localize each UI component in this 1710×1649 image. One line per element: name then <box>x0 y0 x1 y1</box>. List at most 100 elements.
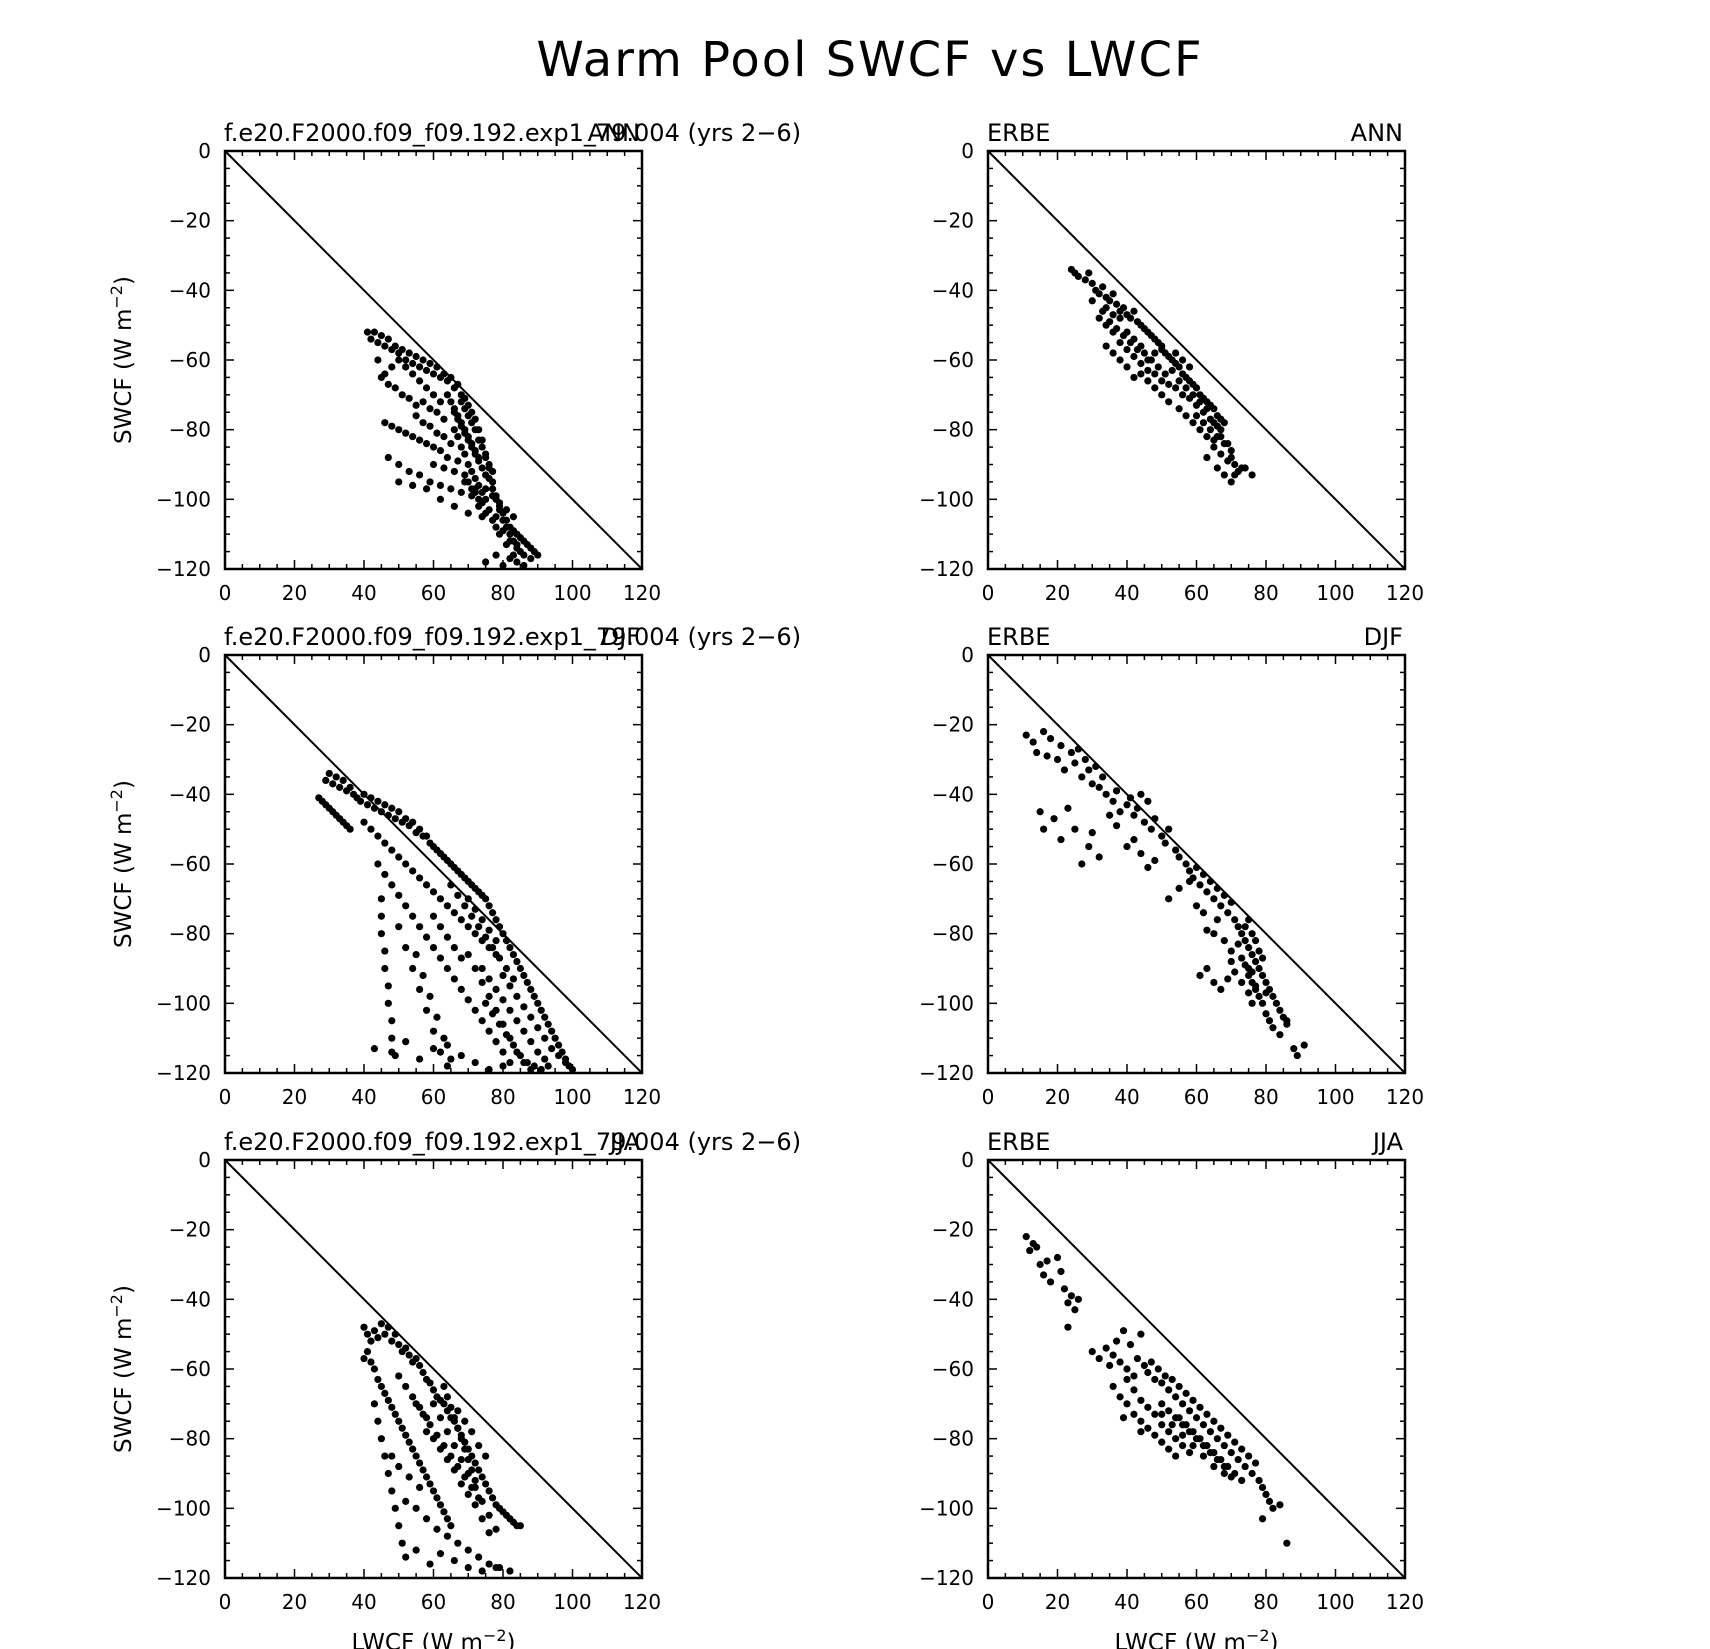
data-point <box>502 506 511 514</box>
data-point <box>1199 1452 1208 1460</box>
data-point <box>1210 1417 1218 1425</box>
data-point <box>478 1567 486 1575</box>
data-point <box>450 1442 458 1450</box>
data-point <box>1102 304 1110 312</box>
data-point <box>429 1045 438 1053</box>
data-point <box>485 1511 493 1519</box>
data-point <box>457 419 465 427</box>
data-point <box>412 401 420 409</box>
data-point <box>1081 755 1089 764</box>
data-point <box>1057 836 1065 844</box>
y-tick-label: −20 <box>932 713 974 737</box>
data-point <box>495 506 504 514</box>
data-point <box>1217 902 1225 910</box>
data-point <box>395 1341 403 1349</box>
data-point <box>1112 300 1121 308</box>
data-point <box>405 1438 413 1446</box>
data-point <box>1220 1442 1228 1450</box>
data-point <box>1265 1017 1274 1025</box>
data-point <box>1085 766 1093 774</box>
data-point <box>1182 384 1190 392</box>
data-point <box>1071 825 1079 833</box>
data-point <box>1251 982 1260 990</box>
data-point <box>520 551 528 559</box>
data-point <box>419 971 427 980</box>
data-point <box>447 440 455 448</box>
data-point <box>1217 1424 1225 1432</box>
data-point <box>534 1048 542 1056</box>
data-point <box>1137 342 1145 350</box>
data-point <box>1199 419 1208 427</box>
data-point <box>429 944 438 952</box>
data-point <box>471 1459 479 1467</box>
data-point <box>468 912 476 920</box>
data-point <box>527 554 535 563</box>
data-point <box>416 874 424 882</box>
data-point <box>1293 1051 1301 1060</box>
data-point <box>461 450 469 458</box>
data-point <box>485 1487 493 1495</box>
data-point <box>461 478 469 486</box>
data-point <box>1217 433 1225 441</box>
data-point <box>1165 1428 1173 1436</box>
data-point <box>506 530 514 538</box>
data-point <box>471 474 479 483</box>
data-point <box>464 923 472 931</box>
data-point <box>1217 426 1225 434</box>
data-point <box>492 1038 500 1046</box>
data-point <box>1203 888 1211 896</box>
data-point <box>367 794 375 802</box>
data-point <box>405 349 413 357</box>
data-point <box>1224 909 1232 917</box>
data-point <box>443 933 451 941</box>
data-point <box>461 1417 469 1425</box>
data-point <box>440 1508 448 1516</box>
data-point <box>1179 1431 1187 1439</box>
data-point <box>1057 741 1065 750</box>
data-point <box>1189 419 1197 427</box>
data-point <box>1248 950 1256 959</box>
data-point <box>1210 1462 1218 1471</box>
data-point <box>416 471 424 479</box>
panel-right-label: DJF <box>601 623 640 651</box>
data-point <box>461 426 469 434</box>
data-point <box>416 1403 424 1411</box>
y-tick-label: −20 <box>169 209 211 233</box>
x-tick-label: 60 <box>1184 1590 1209 1614</box>
data-point <box>1102 1344 1110 1352</box>
data-point <box>1147 1358 1155 1366</box>
data-point <box>454 433 462 441</box>
y-tick-label: 0 <box>198 1148 211 1172</box>
data-point <box>1137 1417 1145 1425</box>
data-point <box>402 363 410 371</box>
x-tick-label: 20 <box>282 581 307 605</box>
data-point <box>419 398 427 406</box>
data-point <box>409 867 417 875</box>
data-point <box>1258 954 1267 962</box>
data-point <box>422 1515 431 1523</box>
data-point <box>1022 731 1030 739</box>
data-point <box>1227 446 1235 455</box>
data-point <box>1231 1438 1239 1446</box>
data-point <box>1199 870 1208 879</box>
x-tick-label: 120 <box>1386 581 1424 605</box>
y-tick-label: 0 <box>961 1148 974 1172</box>
data-point <box>1151 384 1159 392</box>
data-point <box>1231 460 1239 469</box>
x-tick-label: 120 <box>623 1590 661 1614</box>
data-point <box>454 380 462 388</box>
data-point <box>1258 971 1267 980</box>
data-point <box>492 1525 500 1533</box>
data-point <box>1213 1435 1221 1443</box>
data-point <box>1245 944 1253 952</box>
data-point <box>1144 366 1152 375</box>
data-point <box>1071 759 1079 767</box>
data-point <box>436 954 445 962</box>
data-point <box>443 1515 451 1523</box>
data-point <box>1071 1306 1079 1314</box>
data-point <box>1130 811 1138 819</box>
data-point <box>1057 1267 1065 1276</box>
data-point <box>429 888 438 896</box>
data-point <box>520 1003 528 1011</box>
data-point <box>381 947 389 955</box>
